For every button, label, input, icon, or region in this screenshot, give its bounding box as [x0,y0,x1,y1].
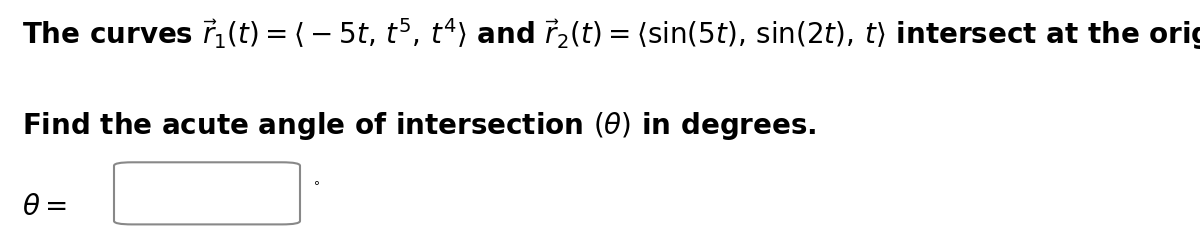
Text: Find the acute angle of intersection $(\theta)$ in degrees.: Find the acute angle of intersection $(\… [22,110,816,142]
Text: $\theta =$: $\theta =$ [22,192,66,220]
FancyBboxPatch shape [114,163,300,224]
Text: $^\circ$: $^\circ$ [310,179,320,196]
Text: The curves $\vec{r}_1(t) = \langle -5t,\, t^5,\, t^4 \rangle$ and $\vec{r}_2(t) : The curves $\vec{r}_1(t) = \langle -5t,\… [22,16,1200,52]
